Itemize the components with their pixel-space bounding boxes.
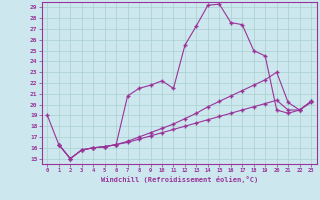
X-axis label: Windchill (Refroidissement éolien,°C): Windchill (Refroidissement éolien,°C): [100, 176, 258, 183]
